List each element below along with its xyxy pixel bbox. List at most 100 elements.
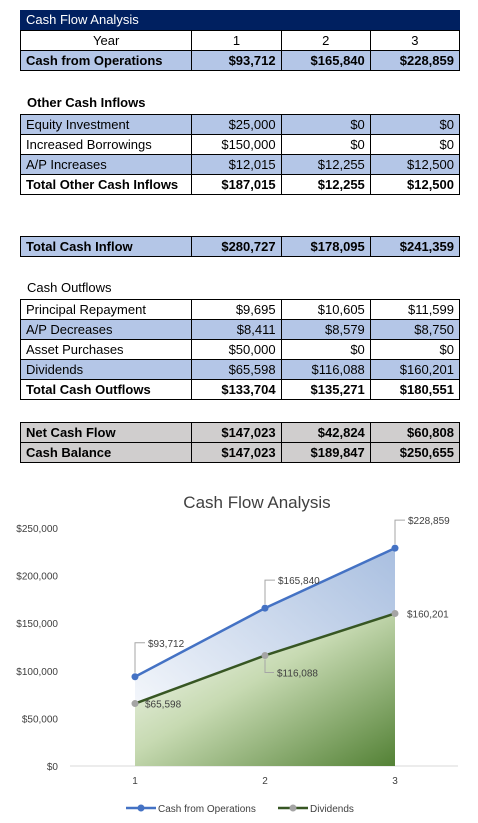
value-cell[interactable]: $133,704 (191, 379, 282, 400)
operations-data-label: $228,859 (408, 516, 450, 527)
data-label-leader (264, 579, 275, 605)
value-cell[interactable]: $12,015 (191, 154, 282, 175)
y-tick-label: $100,000 (16, 667, 58, 678)
chart-title: Cash Flow Analysis (183, 493, 330, 512)
value-cell[interactable]: $160,201 (369, 359, 461, 380)
value-cell[interactable]: $9,695 (191, 299, 282, 320)
year-label[interactable]: Year (19, 30, 193, 51)
table-row: A/P Decreases $8,411 $8,579 $8,750 (19, 319, 461, 340)
outflows-heading: Cash Outflows (27, 280, 112, 295)
value-cell[interactable]: $0 (369, 134, 461, 155)
total-cash-inflow-row: Total Cash Inflow $280,727 $178,095 $241… (19, 236, 461, 257)
operations-point (391, 544, 399, 552)
value-cell[interactable]: $189,847 (280, 442, 371, 463)
outflows-table: Principal Repayment $9,695 $10,605 $11,5… (19, 299, 461, 400)
value-cell[interactable]: $12,255 (280, 154, 371, 175)
value-cell[interactable]: $12,500 (369, 154, 461, 175)
row-label[interactable]: Equity Investment (19, 114, 193, 135)
x-tick-label: 3 (392, 776, 398, 787)
value-cell[interactable]: $8,750 (369, 319, 461, 340)
value-cell[interactable]: $0 (280, 339, 371, 360)
value-cell[interactable]: $165,840 (280, 50, 371, 71)
value-cell[interactable]: $0 (280, 114, 371, 135)
data-label-leader (394, 519, 405, 545)
row-label[interactable]: A/P Increases (19, 154, 193, 175)
row-label[interactable]: Dividends (19, 359, 193, 380)
operations-data-label: $165,840 (278, 576, 320, 587)
value-cell[interactable]: $280,727 (191, 236, 282, 257)
year-cell[interactable]: 2 (280, 30, 371, 51)
row-label[interactable]: A/P Decreases (19, 319, 193, 340)
value-cell[interactable]: $178,095 (280, 236, 371, 257)
row-label[interactable]: Cash from Operations (19, 50, 193, 71)
value-cell[interactable]: $228,859 (369, 50, 461, 71)
value-cell[interactable]: $135,271 (280, 379, 371, 400)
y-tick-label: $0 (47, 762, 59, 773)
total-inflow-table: Total Cash Inflow $280,727 $178,095 $241… (19, 236, 461, 257)
table-row: A/P Increases $12,015 $12,255 $12,500 (19, 154, 461, 175)
legend-dividends-marker (289, 804, 297, 812)
y-tick-label: $150,000 (16, 619, 58, 630)
row-label[interactable]: Increased Borrowings (19, 134, 193, 155)
table-row: Asset Purchases $50,000 $0 $0 (19, 339, 461, 360)
value-cell[interactable]: $12,500 (369, 174, 461, 195)
year-row: Year 1 2 3 (19, 30, 461, 51)
dividends-data-label: $65,598 (145, 700, 182, 711)
other-inflows-heading: Other Cash Inflows (27, 95, 146, 110)
dividends-data-label: $116,088 (277, 668, 318, 679)
row-label[interactable]: Total Cash Inflow (19, 236, 193, 257)
cash-flow-chart[interactable]: Cash Flow Analysis $0 $50,000 $100,000 $150… (0, 485, 478, 823)
dividends-data-label: $160,201 (407, 609, 449, 620)
value-cell[interactable]: $11,599 (369, 299, 461, 320)
table-row: Equity Investment $25,000 $0 $0 (19, 114, 461, 135)
year-cell[interactable]: 1 (191, 30, 282, 51)
row-label[interactable]: Total Other Cash Inflows (19, 174, 193, 195)
value-cell[interactable]: $12,255 (280, 174, 371, 195)
value-cell[interactable]: $10,605 (280, 299, 371, 320)
dividends-point (261, 651, 269, 659)
value-cell[interactable]: $93,712 (191, 50, 282, 71)
cash-balance-row: Cash Balance $147,023 $189,847 $250,655 (19, 442, 461, 463)
row-label[interactable]: Total Cash Outflows (19, 379, 193, 400)
value-cell[interactable]: $147,023 (191, 442, 282, 463)
value-cell[interactable]: $147,023 (191, 422, 282, 443)
y-tick-label: $200,000 (16, 572, 58, 583)
value-cell[interactable]: $180,551 (369, 379, 461, 400)
value-cell[interactable]: $187,015 (191, 174, 282, 195)
table-row: Increased Borrowings $150,000 $0 $0 (19, 134, 461, 155)
value-cell[interactable]: $0 (369, 114, 461, 135)
row-label[interactable]: Principal Repayment (19, 299, 193, 320)
legend-dividends-label: Dividends (310, 804, 354, 815)
value-cell[interactable]: $42,824 (280, 422, 371, 443)
x-tick-label: 1 (132, 776, 138, 787)
value-cell[interactable]: $50,000 (191, 339, 282, 360)
legend-operations-marker (137, 804, 145, 812)
year-cell[interactable]: 3 (369, 30, 461, 51)
table-row: Dividends $65,598 $116,088 $160,201 (19, 359, 461, 380)
operations-point (131, 673, 139, 681)
table-row: Principal Repayment $9,695 $10,605 $11,5… (19, 299, 461, 320)
value-cell[interactable]: $116,088 (280, 359, 371, 380)
dividends-point (391, 609, 399, 617)
value-cell[interactable]: $0 (280, 134, 371, 155)
value-cell[interactable]: $65,598 (191, 359, 282, 380)
value-cell[interactable]: $8,579 (280, 319, 371, 340)
total-other-inflows-row: Total Other Cash Inflows $187,015 $12,25… (19, 174, 461, 195)
value-cell[interactable]: $60,808 (369, 422, 461, 443)
value-cell[interactable]: $241,359 (369, 236, 461, 257)
header-table: Year 1 2 3 Cash from Operations $93,712 … (19, 30, 461, 71)
row-label[interactable]: Cash Balance (19, 442, 193, 463)
dividends-point (131, 700, 139, 708)
value-cell[interactable]: $150,000 (191, 134, 282, 155)
y-tick-label: $50,000 (22, 714, 59, 725)
value-cell[interactable]: $8,411 (191, 319, 282, 340)
value-cell[interactable]: $250,655 (369, 442, 461, 463)
row-label[interactable]: Net Cash Flow (19, 422, 193, 443)
y-tick-label: $250,000 (16, 524, 58, 535)
value-cell[interactable]: $0 (369, 339, 461, 360)
other-inflows-table: Equity Investment $25,000 $0 $0 Increase… (19, 114, 461, 195)
operations-point (261, 604, 269, 612)
row-label[interactable]: Asset Purchases (19, 339, 193, 360)
value-cell[interactable]: $25,000 (191, 114, 282, 135)
summary-table: Net Cash Flow $147,023 $42,824 $60,808 C… (19, 422, 461, 463)
